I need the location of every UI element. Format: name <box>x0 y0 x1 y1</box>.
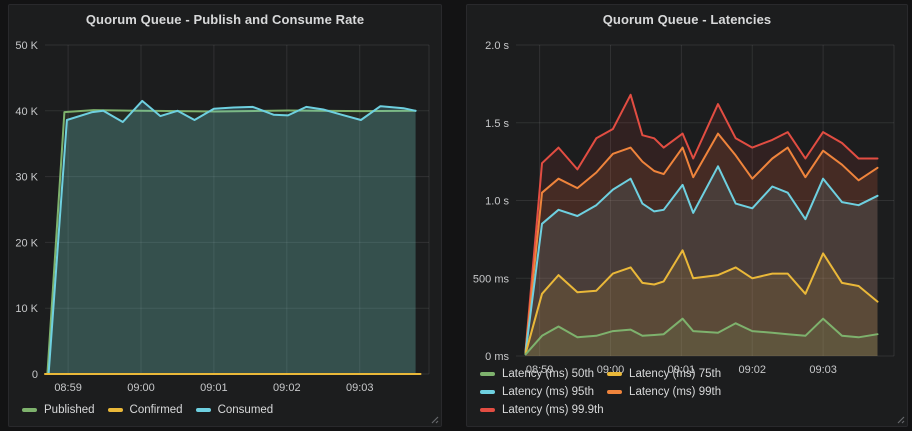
legend-series-label: Latency (ms) 95th <box>502 386 595 398</box>
legend-item[interactable]: Latency (ms) 50th <box>480 365 594 383</box>
svg-text:08:59: 08:59 <box>54 382 82 394</box>
svg-text:09:02: 09:02 <box>273 382 301 394</box>
svg-text:50 K: 50 K <box>15 40 38 52</box>
svg-text:30 K: 30 K <box>15 172 38 184</box>
legend-series-label: Latency (ms) 99.9th <box>502 404 604 416</box>
legend-series-dash-icon <box>607 372 623 376</box>
panel-publish-consume-rate: Quorum Queue - Publish and Consume Rate … <box>8 4 442 427</box>
legend-item[interactable]: Published <box>22 401 95 419</box>
legend-item[interactable]: Latency (ms) 75th <box>607 365 721 383</box>
svg-text:09:03: 09:03 <box>346 382 374 394</box>
legend-series-dash-icon <box>480 408 495 412</box>
legend-series-dash-icon <box>107 408 123 412</box>
svg-text:09:00: 09:00 <box>127 382 155 394</box>
legend-series-label: Latency (ms) 99th <box>629 386 722 398</box>
svg-text:10 K: 10 K <box>15 303 38 315</box>
svg-text:1.5 s: 1.5 s <box>485 118 509 130</box>
resize-grip-icon <box>897 416 905 424</box>
svg-text:09:02: 09:02 <box>738 364 766 376</box>
chart-legend: Latency (ms) 50th Latency (ms) 75th Latenc… <box>480 365 846 419</box>
svg-text:20 K: 20 K <box>15 237 38 249</box>
svg-text:09:01: 09:01 <box>200 382 228 394</box>
legend-series-dash-icon <box>480 390 495 394</box>
resize-grip-icon <box>431 416 439 424</box>
svg-text:09:01: 09:01 <box>668 364 696 376</box>
legend-series-label: Consumed <box>217 404 274 416</box>
svg-text:09:03: 09:03 <box>809 364 837 376</box>
svg-text:08:59: 08:59 <box>526 364 554 376</box>
legend-series-label: Latency (ms) 50th <box>502 368 595 380</box>
legend-series-dash-icon <box>195 408 211 412</box>
panel-resize-handle[interactable] <box>896 415 905 424</box>
legend-series-dash-icon <box>607 390 623 394</box>
legend-series-label: Confirmed <box>129 404 183 416</box>
legend-item[interactable]: Latency (ms) 99th <box>607 383 721 401</box>
legend-series-dash-icon <box>22 408 37 412</box>
legend-series-label: Latency (ms) 75th <box>629 368 722 380</box>
svg-text:0 ms: 0 ms <box>485 351 509 363</box>
svg-text:1.0 s: 1.0 s <box>485 196 509 208</box>
legend-series-dash-icon <box>480 372 495 376</box>
svg-text:40 K: 40 K <box>15 106 38 118</box>
svg-text:0: 0 <box>32 369 38 381</box>
legend-item[interactable]: Latency (ms) 95th <box>480 383 594 401</box>
chart-legend: Published Confirmed Consumed <box>22 401 286 419</box>
panel-latencies: Quorum Queue - Latencies 0 ms 500 ms 1.0 s… <box>466 4 908 427</box>
svg-text:2.0 s: 2.0 s <box>485 40 509 52</box>
legend-item[interactable]: Latency (ms) 99.9th <box>480 401 604 419</box>
panel-title[interactable]: Quorum Queue - Publish and Consume Rate <box>85 12 365 27</box>
legend-series-label: Published <box>44 404 95 416</box>
legend-item[interactable]: Consumed <box>195 401 274 419</box>
svg-text:500 ms: 500 ms <box>473 273 510 285</box>
panel-title[interactable]: Quorum Queue - Latencies <box>602 12 772 27</box>
panel-resize-handle[interactable] <box>430 415 439 424</box>
publish-consume-chart[interactable]: 0 10 K 20 K 30 K 40 K 50 K 08:59 09:00 09:01 09:0… <box>9 5 443 405</box>
legend-item[interactable]: Confirmed <box>107 401 183 419</box>
